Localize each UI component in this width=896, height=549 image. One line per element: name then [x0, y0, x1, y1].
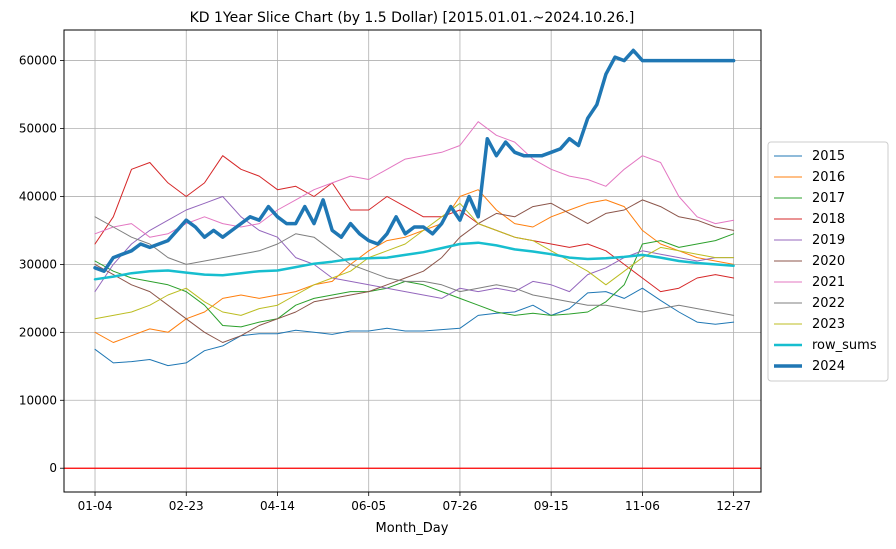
- y-axis-ticks: 0 10000 20000 30000 40000 50000 60000: [19, 54, 64, 475]
- legend-label: 2018: [812, 212, 845, 227]
- series-lines: [93, 48, 736, 367]
- legend-label: 2023: [812, 317, 845, 332]
- legend-label: 2022: [812, 296, 845, 311]
- x-axis-ticks: 01-04 02-23 04-14 06-05 07-26 09-15 11-06 12-27: [78, 492, 751, 513]
- series-line-2016: [94, 189, 735, 343]
- y-tick-label: 50000: [19, 122, 57, 136]
- legend-label: row_sums: [812, 338, 877, 353]
- legend-label: 2019: [812, 233, 845, 248]
- legend: 2015 2016 2017 2018 2019 2020 2021 2022 2023 row_…: [767, 141, 889, 382]
- x-tick-label: 02-23: [169, 499, 204, 513]
- x-tick-label: 12-27: [716, 499, 751, 513]
- x-tick-label: 09-15: [534, 499, 569, 513]
- series-line-2017: [94, 233, 735, 328]
- series-line-2018: [94, 155, 735, 293]
- x-tick-label: 11-06: [625, 499, 660, 513]
- legend-label: 2021: [812, 275, 845, 290]
- legend-label: 2017: [812, 191, 845, 206]
- x-axis-label: Month_Day: [376, 521, 449, 536]
- x-tick-label: 07-26: [443, 499, 478, 513]
- series-line-2024: [93, 48, 736, 273]
- chart-title: KD 1Year Slice Chart (by 1.5 Dollar) [20…: [190, 10, 635, 26]
- plot-frame: [63, 29, 762, 493]
- legend-label: 2020: [812, 254, 845, 269]
- series-line-2020: [94, 199, 735, 343]
- y-tick-label: 0: [49, 461, 57, 475]
- x-tick-label: 01-04: [78, 499, 113, 513]
- legend-box: [767, 141, 889, 382]
- y-tick-label: 10000: [19, 393, 57, 407]
- series-line-2021: [94, 121, 735, 238]
- series-line-2023: [94, 202, 735, 320]
- y-tick-label: 30000: [19, 257, 57, 271]
- y-tick-label: 60000: [19, 54, 57, 68]
- legend-label: 2015: [812, 149, 845, 164]
- y-tick-label: 40000: [19, 189, 57, 203]
- legend-label: 2016: [812, 170, 845, 185]
- series-line-2022: [94, 216, 735, 316]
- series-line-2015: [94, 287, 735, 367]
- legend-label: 2024: [812, 359, 845, 374]
- y-tick-label: 20000: [19, 325, 57, 339]
- x-tick-label: 04-14: [260, 499, 295, 513]
- series-line-row_sums: [93, 241, 735, 281]
- x-tick-label: 06-05: [351, 499, 386, 513]
